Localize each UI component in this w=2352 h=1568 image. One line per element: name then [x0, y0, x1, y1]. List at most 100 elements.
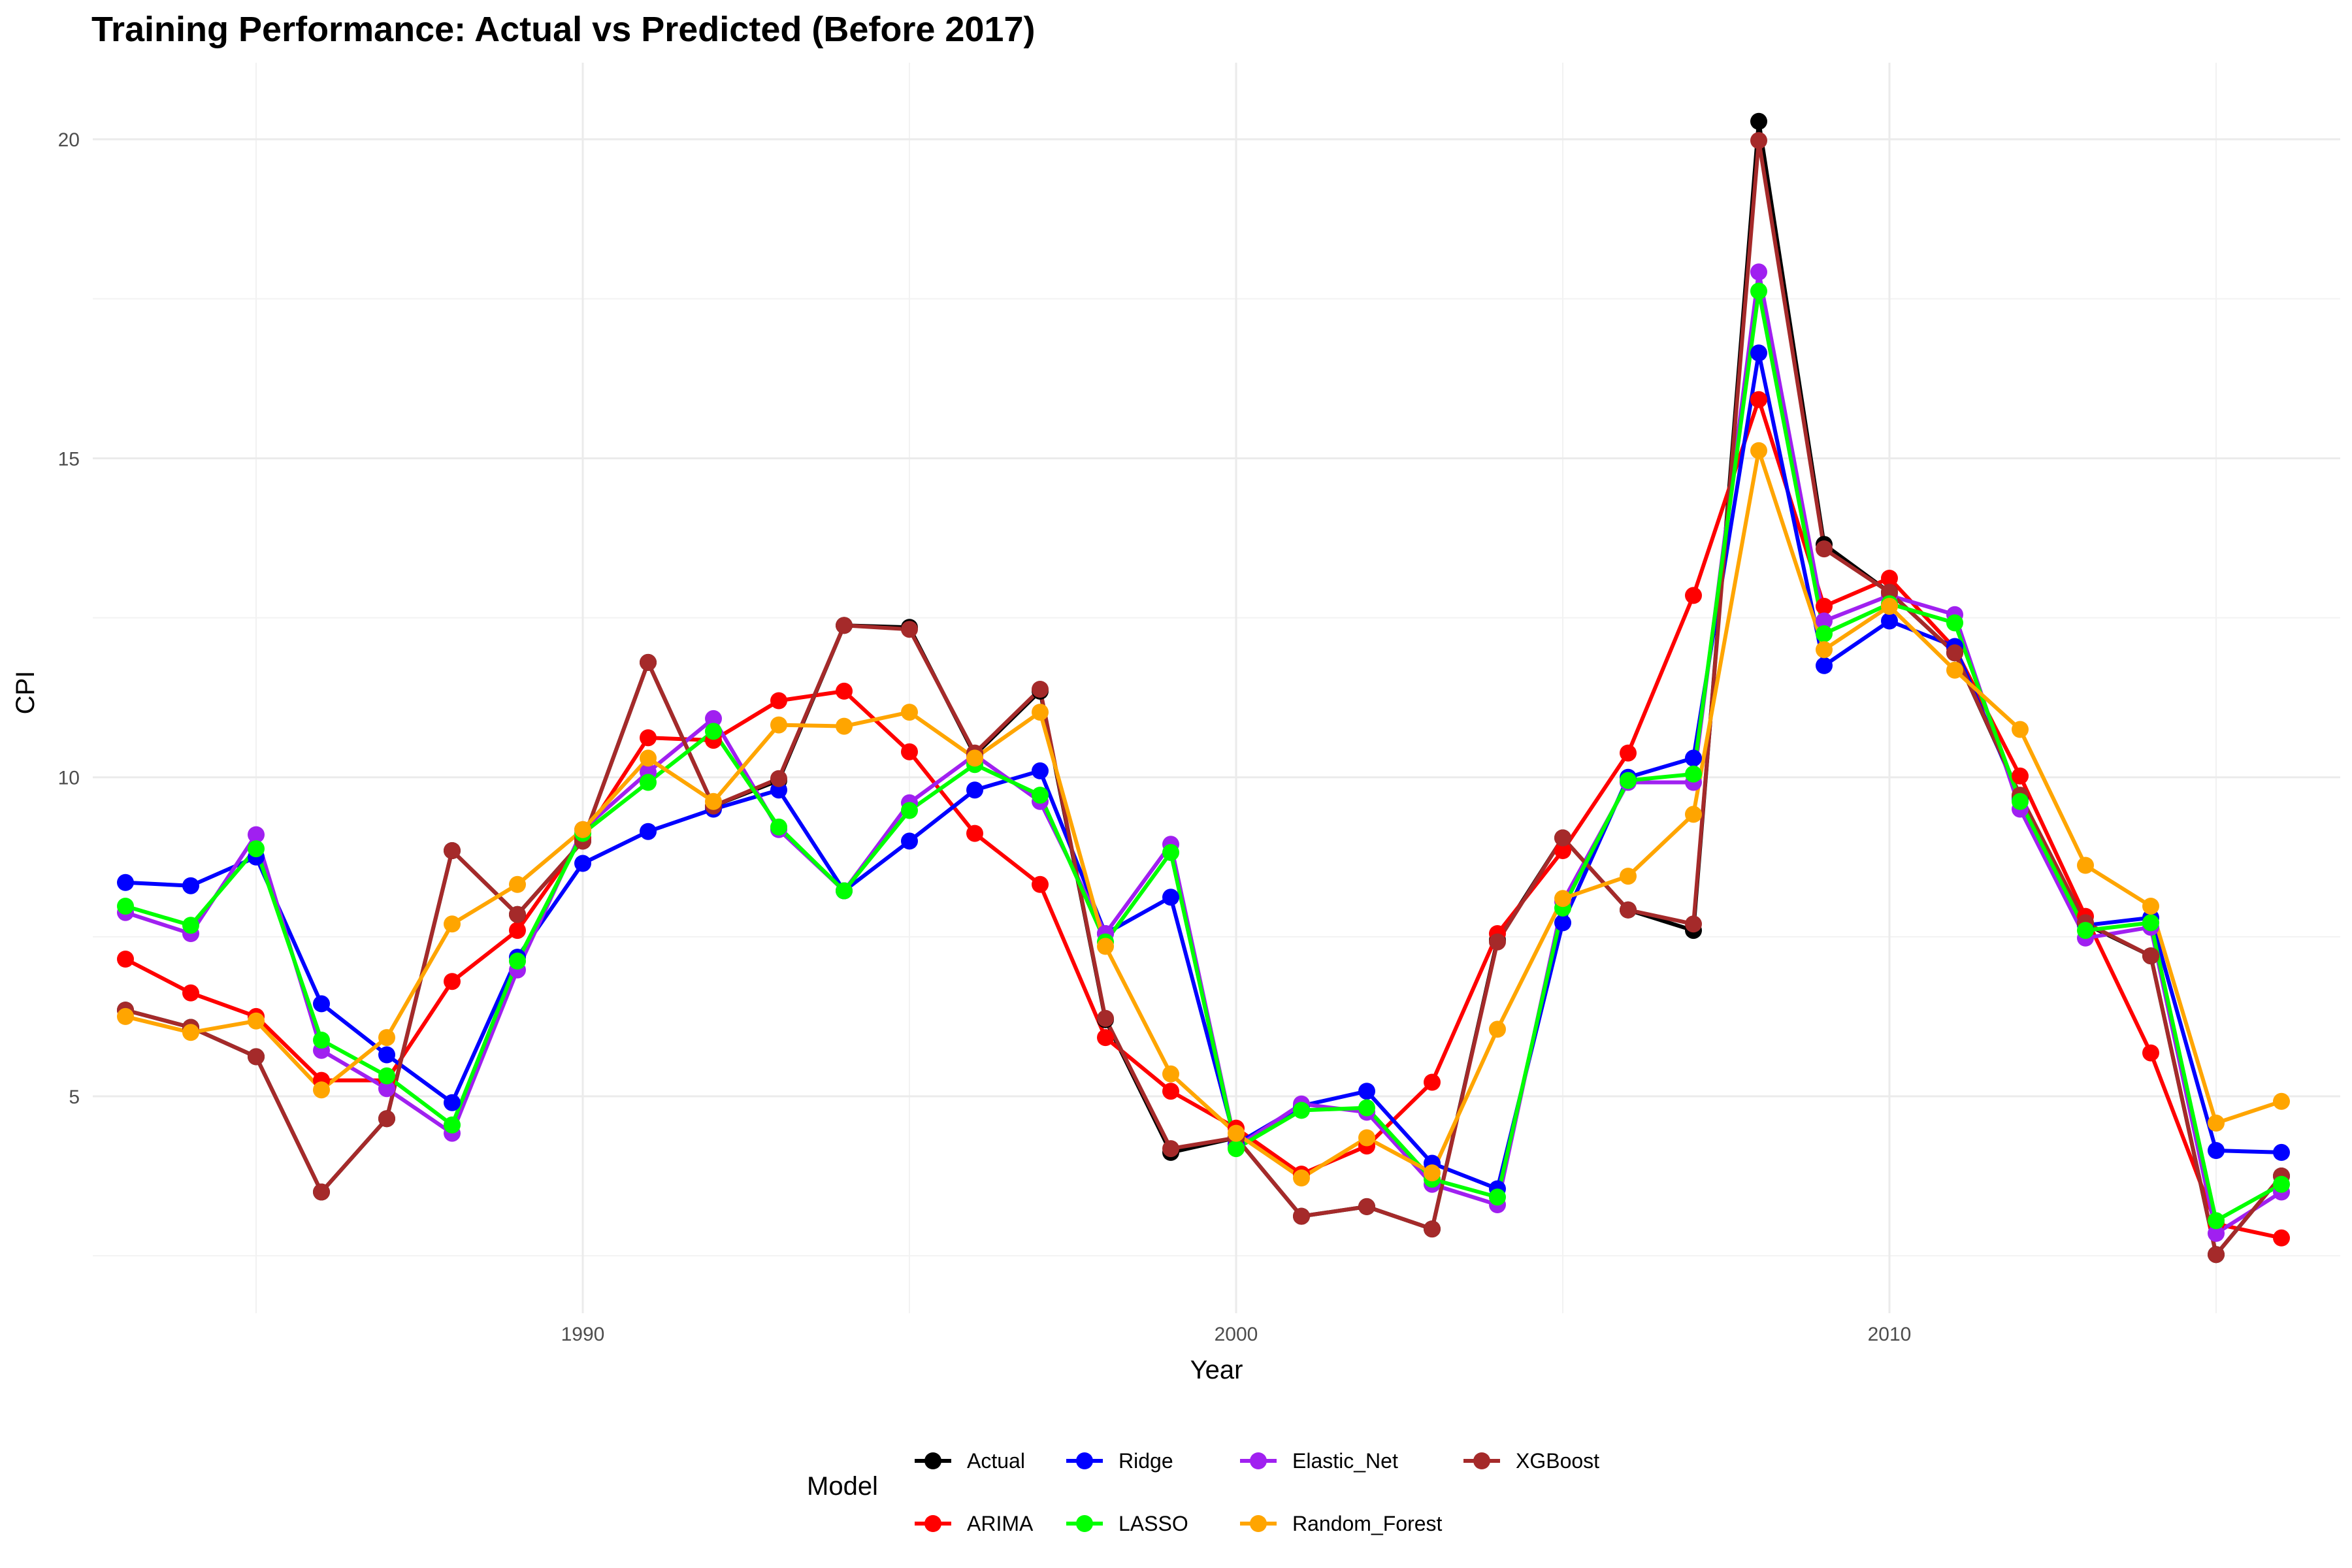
point-random-forest: [1228, 1124, 1245, 1142]
point-random-forest: [2142, 898, 2159, 915]
point-ridge: [1162, 889, 1179, 906]
point-elastic-net: [1816, 612, 1833, 630]
point-xgboost: [1816, 540, 1833, 558]
point-random-forest: [378, 1029, 395, 1047]
y-axis-title: CPI: [11, 671, 40, 715]
point-lasso: [1228, 1140, 1245, 1158]
point-xgboost: [2142, 947, 2159, 965]
legend-items: Actual ARIMA Ridge LASSO Elastic_Net Random_F…: [915, 1449, 1599, 1535]
x-axis-title: Year: [1190, 1356, 1243, 1384]
point-lasso: [509, 953, 526, 970]
point-arima: [509, 922, 526, 939]
tick-labels: 1990 2000 2010 5 10 15 20: [58, 129, 1912, 1345]
point-xgboost: [1097, 1009, 1114, 1027]
point-random-forest: [1032, 704, 1049, 721]
point-xgboost: [1358, 1198, 1375, 1215]
point-ridge: [444, 1094, 461, 1111]
series-line-lasso: [123, 289, 2283, 1223]
point-random-forest: [1358, 1129, 1375, 1147]
point-random-forest: [1293, 1169, 1310, 1186]
point-arima: [182, 984, 199, 1002]
series-line-actual: [123, 119, 2283, 1257]
x-tick-label: 2010: [1868, 1324, 1912, 1345]
point-xgboost: [509, 906, 526, 923]
point-xgboost: [1162, 1140, 1179, 1158]
point-lasso: [705, 723, 722, 740]
legend-label: XGBoost: [1516, 1449, 1599, 1473]
point-ridge: [640, 823, 657, 840]
point-lasso: [1032, 787, 1049, 804]
legend-key-point: [924, 1515, 941, 1532]
point-xgboost: [901, 621, 918, 638]
point-lasso: [2208, 1212, 2225, 1230]
point-random-forest: [705, 792, 722, 810]
point-xgboost: [1032, 681, 1049, 698]
point-ridge: [1881, 612, 1898, 630]
point-lasso: [248, 840, 265, 858]
point-lasso: [770, 818, 787, 836]
x-tick-label: 2000: [1215, 1324, 1258, 1345]
point-random-forest: [444, 915, 461, 933]
point-elastic-net: [1750, 263, 1767, 281]
point-random-forest: [1554, 890, 1571, 907]
x-tick-label: 1990: [561, 1324, 605, 1345]
point-lasso: [901, 802, 918, 819]
legend-label: Actual: [967, 1449, 1025, 1473]
point-arima: [1032, 875, 1049, 893]
point-arima: [901, 743, 918, 760]
point-lasso: [1358, 1099, 1375, 1117]
point-xgboost: [1750, 132, 1767, 150]
chart-title: Training Performance: Actual vs Predicte…: [91, 10, 1036, 49]
point-random-forest: [2273, 1092, 2290, 1110]
point-random-forest: [313, 1081, 330, 1099]
point-random-forest: [2208, 1115, 2225, 1132]
point-arima: [1097, 1029, 1114, 1047]
point-arima: [770, 692, 787, 710]
point-random-forest: [182, 1024, 199, 1041]
grid-major: [93, 63, 2340, 1313]
point-random-forest: [1097, 938, 1114, 955]
point-random-forest: [836, 717, 853, 735]
legend-label: ARIMA: [967, 1512, 1034, 1535]
point-random-forest: [117, 1007, 134, 1025]
point-random-forest: [901, 704, 918, 721]
point-lasso: [313, 1032, 330, 1049]
legend-key-point: [1076, 1452, 1093, 1469]
point-ridge: [1032, 762, 1049, 779]
legend-item-lasso: LASSO: [1066, 1512, 1188, 1535]
point-random-forest: [574, 821, 591, 838]
point-arima: [1162, 1083, 1179, 1100]
point-ridge: [2273, 1143, 2290, 1161]
point-lasso: [2273, 1175, 2290, 1193]
point-xgboost: [444, 842, 461, 859]
point-lasso: [1685, 765, 1702, 783]
point-random-forest: [1620, 868, 1637, 885]
point-random-forest: [1162, 1065, 1179, 1083]
legend: Model Actual ARIMA Ridge LASSO Elastic_Net Ra…: [807, 1449, 1599, 1535]
legend-item-ridge: Ridge: [1066, 1449, 1173, 1473]
point-lasso: [2142, 914, 2159, 932]
point-lasso: [1816, 625, 1833, 642]
point-actual: [1750, 112, 1767, 130]
point-xgboost: [770, 770, 787, 787]
legend-label: LASSO: [1119, 1512, 1188, 1535]
point-arima: [1554, 842, 1571, 859]
point-arima: [2142, 1044, 2159, 1062]
series-line-elastic-net: [123, 270, 2283, 1235]
y-tick-label: 10: [58, 768, 80, 789]
legend-label: Elastic_Net: [1292, 1449, 1398, 1473]
point-lasso: [444, 1116, 461, 1134]
legend-item-actual: Actual: [915, 1449, 1025, 1473]
point-random-forest: [2012, 721, 2029, 738]
legend-key-point: [1250, 1452, 1267, 1469]
point-xgboost: [836, 617, 853, 634]
point-ridge: [1554, 914, 1571, 932]
point-ridge: [182, 877, 199, 894]
point-random-forest: [1750, 442, 1767, 459]
point-xgboost: [1554, 829, 1571, 847]
point-random-forest: [770, 716, 787, 734]
point-random-forest: [1816, 641, 1833, 659]
point-ridge: [1816, 657, 1833, 674]
point-lasso: [1620, 772, 1637, 789]
